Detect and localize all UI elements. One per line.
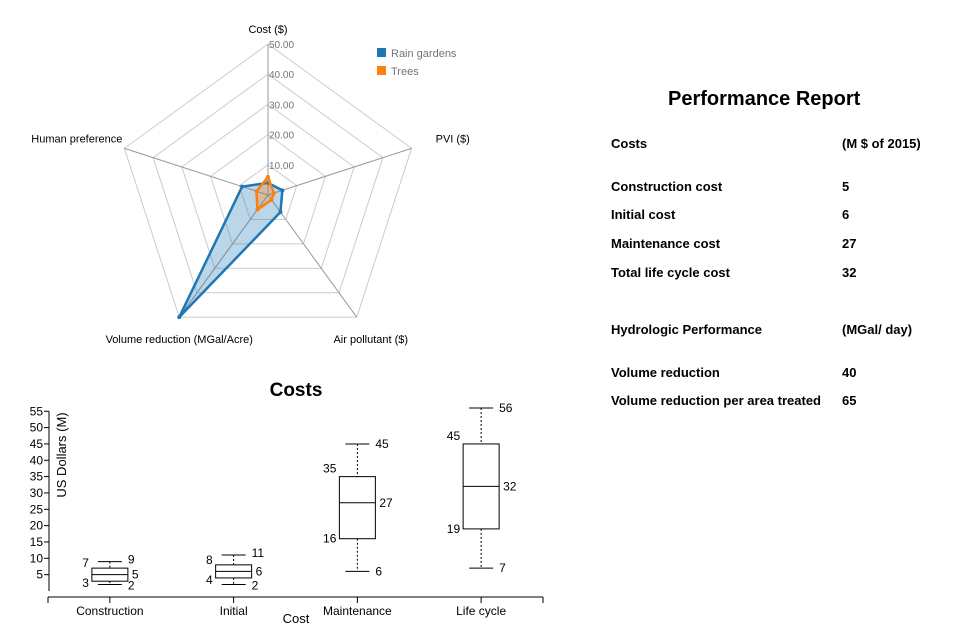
radar-point [269, 197, 274, 202]
box-iqr [338, 476, 376, 540]
radar-axis-label: PVI ($) [436, 133, 470, 145]
box-value-label: 6 [256, 564, 263, 578]
box-value-label: 3 [82, 576, 89, 590]
legend-swatch [377, 48, 386, 57]
box-value-label: 27 [379, 496, 393, 510]
report-row-label: Total life cycle cost [611, 265, 730, 280]
y-tick-label: 10 [30, 551, 44, 565]
radar-chart: 10.00 20.00 30.00 40.00 50.00 Cost ($) PVI ($… [31, 24, 470, 346]
radar-tick-label: 30.00 [269, 100, 294, 111]
radar-axis-line [267, 147, 412, 196]
box-value-label: 6 [375, 564, 382, 578]
report-row-label: Initial cost [611, 207, 676, 222]
radar-axis-labels: Cost ($) PVI ($) Air pollutant ($) Volume r… [31, 24, 470, 346]
radar-tick-label: 40.00 [269, 70, 294, 81]
report-row-label: Maintenance cost [611, 236, 721, 251]
radar-grid-ring [181, 103, 355, 269]
y-tick-label: 25 [30, 502, 44, 516]
radar-series-group [177, 174, 285, 320]
y-tick-label: 15 [30, 535, 44, 549]
radar-point [266, 174, 270, 179]
box-value-label: 7 [499, 561, 506, 575]
x-tick-label: Life cycle [456, 604, 506, 618]
radar-point [254, 189, 259, 194]
radar-series-area [177, 181, 284, 319]
chart-title: Costs [270, 380, 323, 401]
box-value-label: 56 [499, 401, 513, 415]
y-tick-label: 30 [30, 486, 44, 500]
report-row-value: 40 [842, 365, 857, 380]
radar-axis-line [178, 194, 269, 318]
box-value-label: 35 [323, 462, 337, 476]
y-tick-label: 5 [36, 568, 43, 582]
report-row-value: 5 [842, 179, 850, 194]
x-tick-label: Maintenance [323, 604, 392, 618]
report-row-value: 32 [842, 265, 857, 280]
radar-legend: Rain gardens Trees [377, 48, 457, 78]
radar-point [280, 188, 285, 193]
box-value-label: 8 [206, 553, 213, 567]
radar-point [278, 210, 283, 215]
radar-grid-ring [123, 43, 413, 318]
y-tick-label: 35 [30, 470, 44, 484]
box-plot-chart: Costs US Dollars (M) Cost 51015202530354… [30, 380, 544, 626]
report-row-label: Construction cost [611, 179, 723, 194]
report-row-value: 27 [842, 236, 857, 251]
box-value-label: 2 [128, 578, 135, 592]
report-row-value: (MGal/ day) [842, 322, 913, 337]
box-value-label: 2 [252, 578, 259, 592]
x-axis-label: Cost [283, 611, 310, 626]
y-tick-label: 50 [30, 421, 44, 435]
box-value-label: 19 [447, 522, 461, 536]
x-tick-label: Construction [76, 604, 143, 618]
radar-axis-label: Air pollutant ($) [333, 334, 408, 346]
report-row-value: 65 [842, 393, 857, 408]
box-value-label: 16 [323, 532, 337, 546]
radar-series-area [255, 175, 275, 211]
y-tick-label: 20 [30, 519, 44, 533]
box-value-label: 5 [132, 568, 139, 582]
radar-axis-label: Human preference [31, 133, 122, 145]
radar-grid: 10.00 20.00 30.00 40.00 50.00 [123, 40, 413, 318]
radar-tick-label: 20.00 [269, 131, 294, 142]
report-row-value: (M $ of 2015) [842, 136, 921, 151]
box-value-label: 32 [503, 479, 517, 493]
legend-label: Trees [391, 66, 419, 78]
y-tick-label: 55 [30, 404, 44, 418]
report-row-label: Volume reduction per area treated [611, 393, 821, 408]
radar-grid-ring [238, 164, 298, 220]
box-value-label: 9 [128, 553, 135, 567]
box-value-label: 4 [206, 573, 213, 587]
legend-label: Rain gardens [391, 48, 457, 60]
box-value-label: 45 [447, 429, 461, 443]
radar-point [271, 191, 276, 196]
y-tick-label: 45 [30, 437, 44, 451]
radar-tick-label: 10.00 [269, 161, 294, 172]
report-title: Performance Report [668, 88, 861, 110]
radar-axis-label: Volume reduction (MGal/Acre) [106, 334, 253, 346]
radar-grid-ring [152, 73, 384, 294]
radar-point [240, 184, 245, 189]
radar-point [255, 207, 260, 212]
report-row-label: Volume reduction [611, 365, 720, 380]
report-row-label: Costs [611, 136, 648, 151]
box-value-label: 45 [375, 437, 389, 451]
radar-grid-ring [209, 133, 327, 245]
report-row-label: Hydrologic Performance [611, 322, 762, 337]
legend-swatch [377, 66, 386, 75]
y-tick-label: 40 [30, 453, 44, 467]
radar-point [177, 315, 182, 320]
radar-tick-label: 50.00 [269, 40, 294, 51]
y-axis-label: US Dollars (M) [54, 412, 69, 497]
box-value-label: 11 [252, 546, 265, 560]
box-value-label: 7 [82, 556, 89, 570]
report-row-value: 6 [842, 207, 850, 222]
radar-axis-label: Cost ($) [248, 24, 287, 36]
radar-axis-line [267, 194, 358, 318]
x-tick-label: Initial [220, 604, 248, 618]
